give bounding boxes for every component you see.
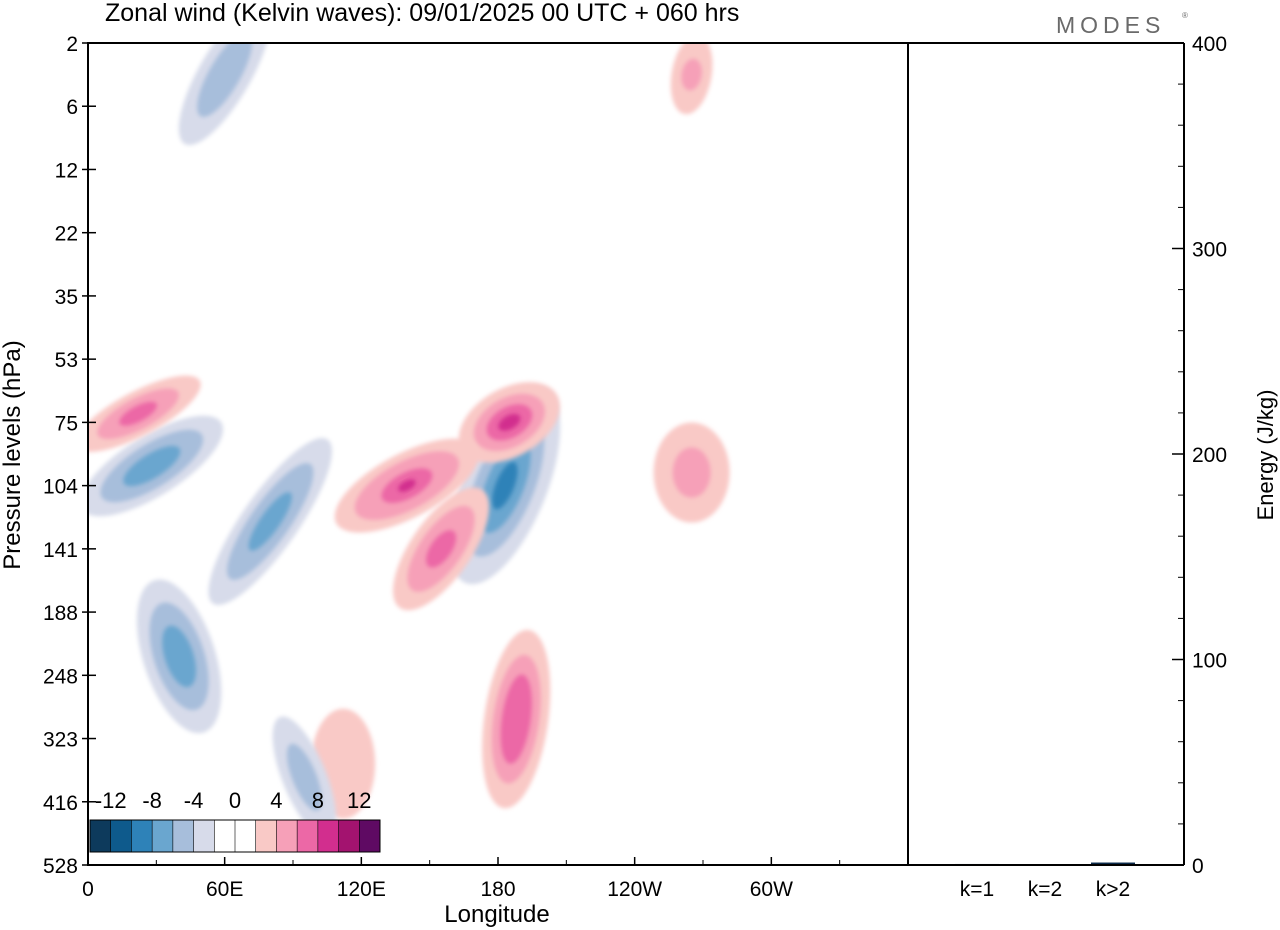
colorbar-label: -12 (95, 788, 127, 813)
colorbar-swatch (317, 820, 339, 852)
contour-level-12-2 (672, 447, 711, 498)
colorbar-label: 4 (270, 788, 282, 813)
colorbar-swatch (172, 820, 194, 852)
contour-level-11-2 (286, 743, 322, 811)
y-tick-label: 528 (43, 855, 78, 878)
chart-title: Zonal wind (Kelvin waves): 09/01/2025 00… (105, 0, 739, 27)
contour-level-4-3 (425, 530, 457, 568)
colorbar-label: 12 (347, 788, 371, 813)
colorbar-swatch (255, 820, 277, 852)
pressure-axis: 2 6 12 22 35 53 75 104 141 188 248 323 416 528 (43, 33, 96, 878)
contour-level-3-4 (398, 479, 416, 492)
energy-tick-label: 400 (1192, 33, 1227, 56)
colorbar-label: -8 (142, 788, 162, 813)
x-tick-label: 60W (750, 878, 793, 901)
energy-axis: 0 100 200 300 400 (1172, 33, 1227, 878)
wind-contours (88, 43, 730, 839)
y-tick-label: 248 (43, 665, 78, 688)
y-tick-label: 53 (55, 349, 78, 372)
contour-level-2-4 (498, 413, 521, 431)
energy-bar (1091, 862, 1135, 865)
contour-level-14-2 (681, 58, 702, 91)
colorbar-swatch (110, 820, 132, 852)
y-tick-label: 35 (55, 286, 78, 309)
energy-bars: k=1 k=2 k>2 (955, 862, 1135, 901)
colorbar-swatch (193, 820, 215, 852)
colorbar-swatch (359, 820, 381, 852)
energy-bar-label: k>2 (1096, 878, 1130, 901)
longitude-axis: 0 60E 120E 180 120W 60W (82, 857, 841, 901)
colorbar-swatch (214, 820, 236, 852)
x-tick-label: 120W (607, 878, 662, 901)
energy-tick-label: 300 (1192, 239, 1227, 262)
colorbar-swatch (90, 820, 112, 852)
x-tick-label: 180 (480, 878, 515, 901)
colorbar-swatch (338, 820, 360, 852)
colorbar-label: 0 (229, 788, 241, 813)
energy-axis-label: Energy (J/kg) (1253, 390, 1278, 521)
colorbar-swatch (297, 820, 319, 852)
heatmap-panel: 0 60E 120E 180 120W 60W 2 6 12 22 35 53 75 104 141 188… (0, 33, 841, 928)
contour-level-13-2 (197, 43, 253, 117)
x-tick-label: 0 (82, 878, 94, 901)
y-tick-label: 416 (43, 792, 78, 815)
y-tick-label: 2 (66, 33, 78, 56)
colorbar-label: 8 (312, 788, 324, 813)
colorbar-swatch (235, 820, 257, 852)
colorbar-label: -4 (184, 788, 204, 813)
contour-level-1-4 (492, 461, 518, 510)
colorbar-swatch (131, 820, 153, 852)
y-tick-label: 323 (43, 729, 78, 752)
y-tick-label: 12 (55, 159, 78, 182)
y-tick-label: 188 (43, 602, 78, 625)
x-axis-label: Longitude (444, 901, 549, 928)
x-tick-label: 60E (206, 878, 243, 901)
colorbar-swatch (152, 820, 174, 852)
contour-level-5-3 (123, 445, 181, 487)
colorbar-swatch (276, 820, 298, 852)
y-axis-label: Pressure levels (hPa) (0, 340, 26, 569)
colorbar: -12 -8 -4 0 4 8 12 (89, 788, 381, 853)
x-tick-label: 120E (337, 878, 386, 901)
energy-bar-label: k=1 (960, 878, 994, 901)
y-tick-label: 22 (55, 223, 78, 246)
energy-tick-label: 0 (1192, 855, 1204, 878)
contour-level-7-3 (248, 492, 292, 551)
brand-logo: MODES (1056, 12, 1165, 38)
y-tick-label: 141 (43, 539, 78, 562)
energy-bar-label: k=2 (1028, 878, 1062, 901)
energy-tick-label: 200 (1192, 444, 1227, 467)
energy-panel: 0 100 200 300 400 k=1 k=2 k>2 Energy (J/kg) (955, 33, 1278, 901)
y-tick-label: 75 (55, 412, 78, 435)
contour-level-6-3 (119, 401, 158, 426)
y-tick-label: 6 (66, 96, 78, 119)
contour-level-9-3 (500, 674, 532, 764)
brand-registered-mark: ® (1182, 11, 1188, 20)
energy-tick-label: 100 (1192, 650, 1227, 673)
heatmap-frame (87, 42, 909, 866)
contour-level-8-3 (162, 625, 197, 688)
y-tick-label: 104 (43, 476, 78, 499)
